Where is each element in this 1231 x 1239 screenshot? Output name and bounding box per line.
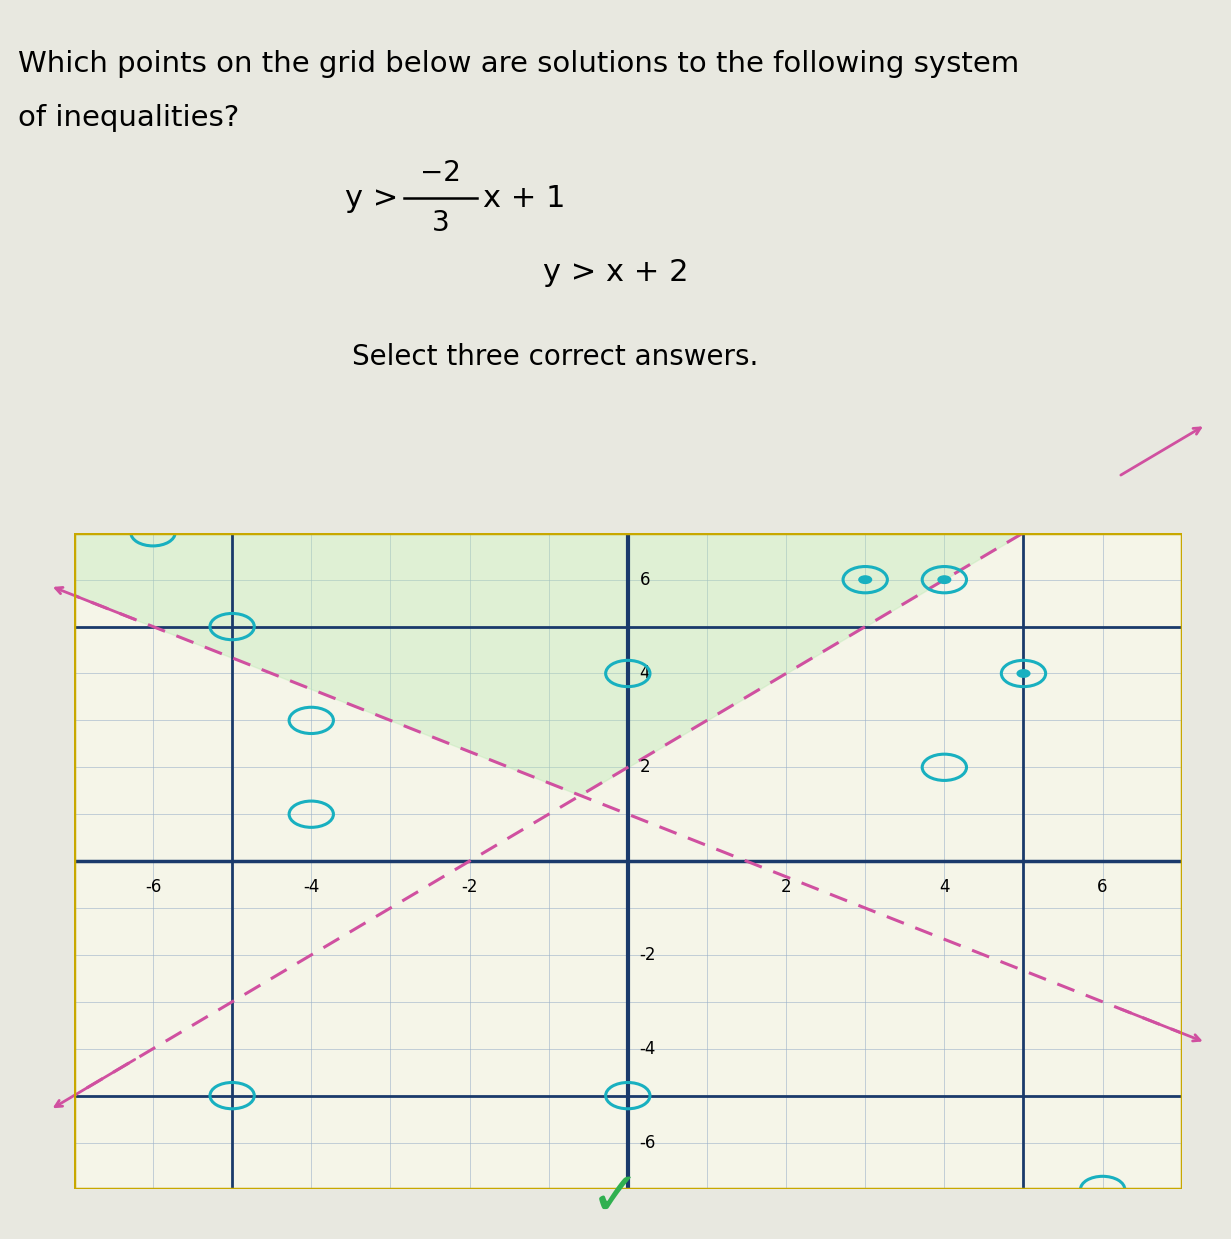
Text: Which points on the grid below are solutions to the following system: Which points on the grid below are solut… xyxy=(18,50,1019,78)
Text: ✓: ✓ xyxy=(590,1170,641,1228)
Text: 2: 2 xyxy=(780,877,792,896)
Text: 2: 2 xyxy=(640,758,650,777)
Text: 4: 4 xyxy=(939,877,949,896)
Text: -2: -2 xyxy=(462,877,478,896)
Text: -6: -6 xyxy=(145,877,161,896)
Text: 3: 3 xyxy=(432,209,449,237)
Circle shape xyxy=(859,576,872,584)
Text: −2: −2 xyxy=(420,160,462,187)
Text: y > x + 2: y > x + 2 xyxy=(543,258,688,287)
Text: Select three correct answers.: Select three correct answers. xyxy=(352,343,758,370)
Text: 4: 4 xyxy=(640,664,650,683)
Text: -4: -4 xyxy=(640,1040,656,1058)
Text: of inequalities?: of inequalities? xyxy=(18,104,240,133)
Text: 6: 6 xyxy=(1097,877,1108,896)
Circle shape xyxy=(938,576,950,584)
Text: y >: y > xyxy=(345,183,399,213)
Text: x + 1: x + 1 xyxy=(483,183,565,213)
Text: -2: -2 xyxy=(640,945,656,964)
Circle shape xyxy=(1017,670,1030,678)
Text: 6: 6 xyxy=(640,571,650,589)
Text: -6: -6 xyxy=(640,1134,656,1151)
Text: -4: -4 xyxy=(303,877,320,896)
